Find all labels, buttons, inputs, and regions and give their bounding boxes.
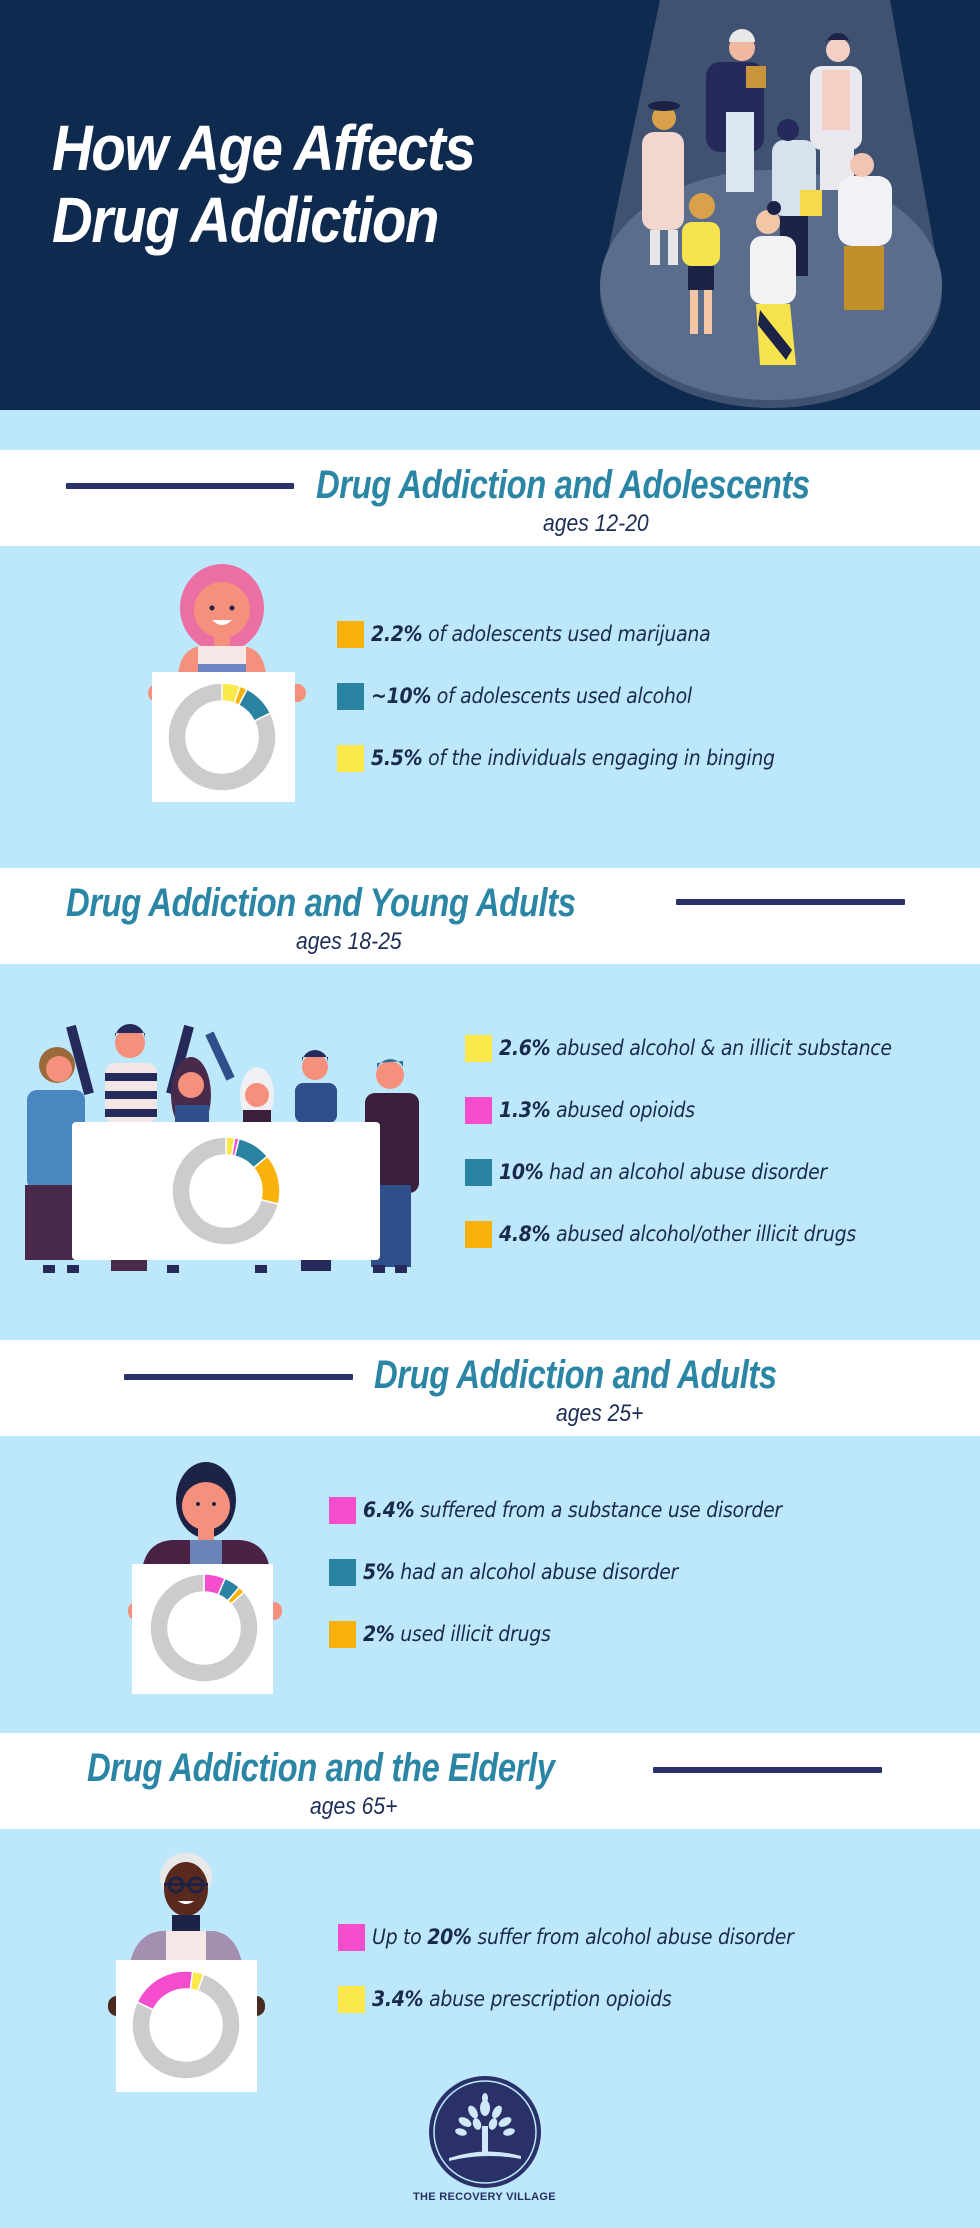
legend-elderly: Up to 20% suffer from alcohol abuse diso… <box>338 1922 840 2014</box>
heading-rule <box>653 1767 882 1773</box>
pink-swatch-icon <box>329 1496 356 1524</box>
legend-text: 6.4% suffered from a substance use disor… <box>363 1498 782 1522</box>
section-ages: ages 65+ <box>310 1793 398 1820</box>
legend-item: 6.4% suffered from a substance use disor… <box>329 1495 828 1525</box>
legend-text: ~10% of adolescents used alcohol <box>371 684 692 708</box>
adults-donut-chart <box>149 1573 259 1683</box>
yellow-swatch-icon <box>337 744 364 772</box>
teal-swatch-icon <box>337 682 364 710</box>
legend-text: 5.5% of the individuals engaging in bing… <box>371 746 775 770</box>
section-title: Drug Addiction and the Elderly <box>87 1746 555 1790</box>
legend-item: 4.8% abused alcohol/other illicit drugs <box>465 1219 935 1249</box>
section-heading-adults: Drug Addiction and Adults ages 25+ <box>0 1340 980 1436</box>
section-heading-young-adults: Drug Addiction and Young Adults ages 18-… <box>0 868 980 964</box>
section-heading-elderly: Drug Addiction and the Elderly ages 65+ <box>0 1733 980 1829</box>
legend-item: 10% had an alcohol abuse disorder <box>465 1157 935 1187</box>
page-title: How Age Affects Drug Addiction <box>52 112 476 256</box>
legend-item: 2.2% of adolescents used marijuana <box>337 619 820 649</box>
title-line-1: How Age Affects <box>52 112 476 184</box>
teal-swatch-icon <box>329 1558 356 1586</box>
legend-item: 3.4% abuse prescription opioids <box>338 1984 840 2014</box>
legend-item: Up to 20% suffer from alcohol abuse diso… <box>338 1922 840 1952</box>
heading-rule <box>676 899 905 905</box>
adult-woman-illustration <box>142 1462 270 1570</box>
section-ages: ages 12-20 <box>543 510 649 537</box>
legend-text: 10% had an alcohol abuse disorder <box>499 1160 827 1184</box>
heading-rule <box>124 1374 353 1380</box>
orange-swatch-icon <box>465 1220 492 1248</box>
legend-text: 1.3% abused opioids <box>499 1098 695 1122</box>
section-title: Drug Addiction and Young Adults <box>66 881 576 925</box>
legend-text: 5% had an alcohol abuse disorder <box>363 1560 679 1584</box>
section-ages: ages 25+ <box>556 1400 644 1427</box>
legend-item: 5% had an alcohol abuse disorder <box>329 1557 828 1587</box>
legend-text: 2.6% abused alcohol & an illicit substan… <box>499 1036 892 1060</box>
legend-text: 4.8% abused alcohol/other illicit drugs <box>499 1222 856 1246</box>
legend-text: 3.4% abuse prescription opioids <box>372 1987 672 2011</box>
donut-segment <box>149 1573 259 1683</box>
orange-swatch-icon <box>337 620 364 648</box>
donut-segment <box>136 1970 194 2011</box>
logo-label: THE RECOVERY VILLAGE <box>413 2191 556 2203</box>
elderly-donut-chart <box>131 1970 241 2080</box>
spotlight-crowd-illustration <box>600 0 942 408</box>
hero-header: How Age Affects Drug Addiction <box>0 0 980 410</box>
crowd-people-icon <box>642 29 892 365</box>
section-heading-adolescents: Drug Addiction and Adolescents ages 12-2… <box>0 450 980 546</box>
section-title: Drug Addiction and Adults <box>374 1353 777 1397</box>
legend-item: 2.6% abused alcohol & an illicit substan… <box>465 1033 935 1063</box>
legend-adults: 6.4% suffered from a substance use disor… <box>329 1495 828 1649</box>
yellow-swatch-icon <box>338 1985 365 2013</box>
teal-swatch-icon <box>465 1158 492 1186</box>
legend-adolescents: 2.2% of adolescents used marijuana ~10% … <box>337 619 820 773</box>
legend-text: 2% used illicit drugs <box>363 1622 551 1646</box>
legend-item: 5.5% of the individuals engaging in bing… <box>337 743 820 773</box>
heading-rule <box>66 483 294 489</box>
yellow-swatch-icon <box>465 1034 492 1062</box>
donut-segment <box>131 1973 241 2080</box>
section-ages: ages 18-25 <box>296 928 402 955</box>
legend-item: 1.3% abused opioids <box>465 1095 935 1125</box>
legend-text: Up to 20% suffer from alcohol abuse diso… <box>372 1925 794 1949</box>
young-adults-donut-chart <box>171 1136 281 1246</box>
donut-segment <box>167 682 277 792</box>
adolescent-girl-illustration <box>148 564 306 702</box>
donut-segment <box>171 1136 280 1246</box>
adolescents-donut-chart <box>167 682 277 792</box>
legend-item: 2% used illicit drugs <box>329 1619 828 1649</box>
title-line-2: Drug Addiction <box>52 184 439 256</box>
legend-young-adults: 2.6% abused alcohol & an illicit substan… <box>465 1033 935 1249</box>
elderly-man-illustration <box>128 1853 244 1975</box>
pink-swatch-icon <box>338 1923 365 1951</box>
recovery-village-tree-logo-icon <box>429 2076 541 2188</box>
legend-item: ~10% of adolescents used alcohol <box>337 681 820 711</box>
section-title: Drug Addiction and Adolescents <box>316 463 810 507</box>
orange-swatch-icon <box>329 1620 356 1648</box>
legend-text: 2.2% of adolescents used marijuana <box>371 622 711 646</box>
pink-swatch-icon <box>465 1096 492 1124</box>
